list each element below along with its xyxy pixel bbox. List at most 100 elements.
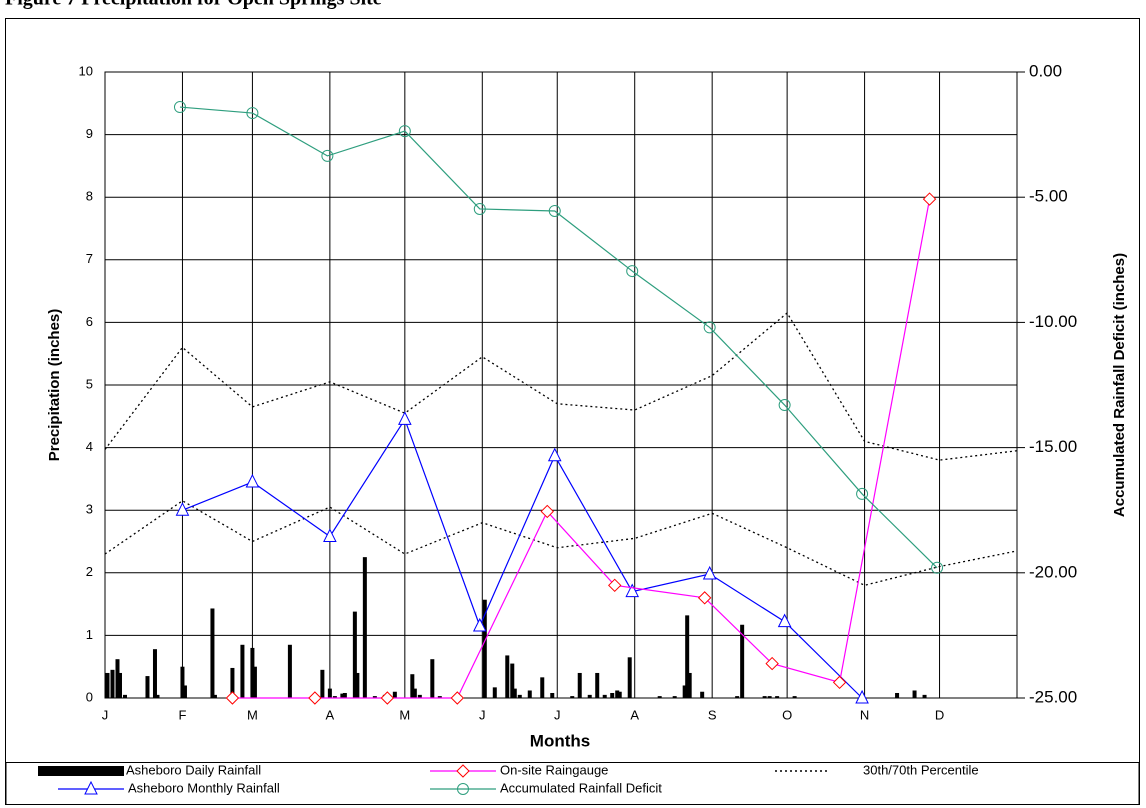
daily-bar	[372, 696, 377, 698]
series-line	[232, 198, 931, 699]
daily-bar	[517, 694, 522, 698]
marker-circle	[856, 487, 869, 500]
y2-tick-label: -5.00	[1029, 187, 1068, 206]
daily-bar	[320, 669, 325, 698]
daily-bar	[417, 694, 422, 698]
daily-bar	[430, 659, 435, 698]
daily-bar	[340, 693, 345, 698]
daily-bar	[922, 694, 927, 698]
marker-diamond	[765, 656, 779, 671]
legend-label: 30th/70th Percentile	[863, 762, 979, 777]
daily-bar	[672, 696, 677, 698]
daily-bar	[510, 663, 515, 698]
plot-border	[104, 71, 1018, 699]
x-tick-label: A	[326, 707, 335, 722]
series-line	[182, 418, 863, 699]
marker-circle	[473, 202, 486, 215]
marker-diamond	[308, 691, 322, 705]
daily-bar	[617, 691, 622, 698]
y2-tick-label: 0.00	[1029, 61, 1062, 80]
y-tick-label: 4	[86, 439, 93, 454]
daily-bar	[512, 688, 517, 698]
daily-bar	[117, 672, 122, 698]
percentile-line	[104, 312, 1018, 461]
marker-diamond	[456, 764, 470, 778]
daily-bar	[527, 690, 532, 698]
x-tick-label: N	[860, 707, 869, 722]
daily-bar	[410, 674, 415, 698]
x-tick-label: J	[554, 707, 561, 722]
marker-diamond	[832, 675, 847, 690]
daily-bar	[895, 692, 900, 698]
daily-bar	[540, 677, 545, 698]
x-tick-label: S	[708, 707, 717, 722]
x-tick-label: J	[479, 707, 486, 722]
y-tick-label: 10	[79, 63, 93, 78]
daily-bar	[615, 690, 620, 698]
daily-bar	[437, 696, 442, 698]
daily-bar	[792, 696, 797, 698]
marker-circle	[457, 783, 469, 795]
marker-circle	[398, 125, 411, 138]
marker-circle	[778, 399, 791, 412]
marker-circle	[321, 149, 334, 162]
marker-triangle	[777, 613, 792, 628]
daily-bar	[352, 611, 357, 698]
daily-bar	[412, 688, 417, 698]
marker-triangle	[547, 447, 562, 462]
y2-axis-title: Accumulated Rainfall Deficit (inches)	[1111, 253, 1128, 517]
percentile-line	[104, 500, 1018, 587]
daily-bar	[145, 676, 150, 698]
marker-triangle	[323, 528, 337, 542]
daily-bar	[602, 694, 607, 698]
marker-triangle	[84, 780, 98, 795]
daily-bar	[577, 672, 582, 698]
daily-bar	[250, 647, 255, 698]
marker-triangle	[855, 689, 869, 704]
daily-bar	[327, 688, 332, 698]
x-tick-label: M	[247, 707, 258, 722]
daily-bar	[767, 696, 772, 698]
marker-diamond	[450, 691, 465, 705]
marker-circle	[626, 265, 639, 278]
marker-diamond	[922, 192, 937, 206]
y-tick-label: 6	[86, 314, 93, 329]
daily-bar	[657, 696, 662, 698]
daily-bar	[115, 659, 120, 698]
marker-circle	[931, 561, 944, 574]
daily-bar	[252, 666, 257, 698]
daily-bar	[105, 672, 110, 698]
x-tick-label: M	[399, 707, 410, 722]
daily-bar	[682, 685, 687, 698]
legend-label: On-site Raingauge	[500, 762, 608, 777]
daily-bar	[342, 692, 347, 698]
daily-bar	[762, 696, 767, 698]
daily-bar	[212, 694, 217, 698]
marker-triangle	[398, 411, 412, 425]
daily-bar	[332, 696, 337, 698]
y-tick-label: 5	[86, 376, 93, 391]
daily-bar	[775, 696, 780, 698]
marker-diamond	[540, 504, 554, 519]
daily-bar	[240, 644, 245, 698]
daily-bar	[627, 657, 632, 698]
daily-bar	[392, 691, 397, 698]
marker-triangle	[702, 565, 717, 580]
daily-bar	[505, 655, 510, 698]
marker-triangle	[472, 617, 487, 632]
legend-label: Asheboro Monthly Rainfall	[128, 780, 280, 795]
daily-bar	[587, 694, 592, 698]
daily-bar	[687, 672, 692, 698]
daily-bar	[595, 672, 600, 698]
marker-circle	[548, 204, 561, 217]
legend-label: Accumulated Rainfall Deficit	[500, 780, 662, 795]
daily-bar	[152, 649, 157, 698]
y-tick-label: 2	[86, 564, 93, 579]
x-tick-label: J	[102, 707, 109, 722]
marker-triangle	[625, 583, 640, 598]
y2-tick-label: -15.00	[1029, 437, 1077, 456]
marker-diamond	[225, 691, 240, 705]
y-tick-label: 9	[86, 126, 93, 141]
y2-tick-label: -25.00	[1029, 687, 1077, 706]
